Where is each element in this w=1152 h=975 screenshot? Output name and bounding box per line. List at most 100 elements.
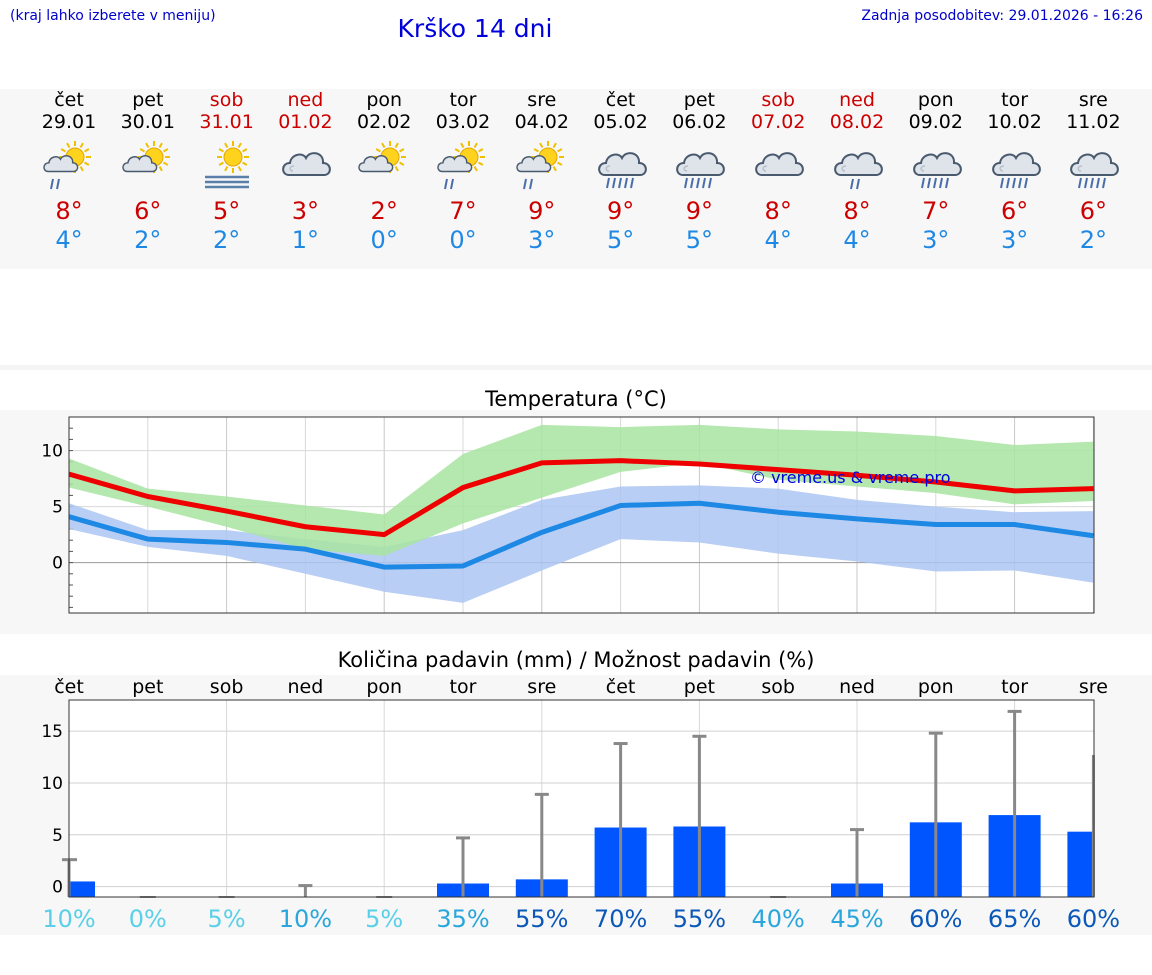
plot-frame	[68, 416, 1095, 614]
day-name: pet	[683, 89, 715, 111]
max-temperature: 9°	[528, 197, 556, 225]
watermark: © vreme.us & vreme.pro	[750, 468, 951, 487]
cloud-rain-icon	[593, 139, 649, 195]
y-tick-label: 0	[52, 878, 63, 898]
temperature-chart: 0 5 10 © vreme.us & vreme.pro	[41, 416, 1095, 614]
min-temperature: 2°	[212, 226, 241, 254]
min-temperature: 4°	[764, 226, 792, 254]
max-temperature: 6°	[1079, 197, 1108, 225]
location-hint[interactable]: (kraj lahko izberete v meniju)	[10, 8, 216, 24]
day-name: pon	[917, 89, 954, 111]
x-category-label: sob	[210, 676, 244, 698]
max-temperature: 8°	[55, 197, 83, 225]
max-range-band	[69, 424, 1094, 556]
day-name: tor	[449, 89, 477, 111]
max-temperature: 8°	[764, 197, 792, 225]
day-name: sre	[1078, 89, 1108, 111]
day-date: 08.02	[829, 111, 885, 133]
cloud-rain-icon	[908, 139, 964, 195]
day-date: 29.01	[41, 111, 97, 133]
min-range-band	[69, 485, 1094, 603]
temperature-chart-title: Temperatura (°C)	[485, 387, 667, 411]
x-category-label: pet	[132, 676, 163, 698]
max-temperature: 6°	[134, 197, 162, 225]
day-name: sob	[761, 89, 795, 111]
max-temperature: 2°	[370, 197, 398, 225]
cloud-rain-icon	[987, 139, 1043, 195]
day-name: čet	[54, 89, 84, 111]
max-temperature: 8°	[843, 197, 871, 225]
sun-cloud-drizzle-icon	[435, 139, 491, 195]
min-temperature: 5°	[685, 226, 714, 254]
precipitation-probability: 45%	[830, 905, 883, 933]
x-category-label: pon	[366, 676, 402, 698]
day-date: 09.02	[908, 111, 963, 133]
x-category-label: pon	[918, 676, 954, 698]
precipitation-probability: 5%	[365, 905, 403, 933]
precipitation-probability: 40%	[752, 905, 805, 933]
x-category-label: tor	[450, 676, 477, 698]
min-temperature: 2°	[134, 226, 162, 254]
max-temperature: 5°	[212, 197, 241, 225]
sun-cloud-icon	[356, 139, 412, 195]
day-date: 01.02	[278, 111, 333, 133]
x-category-label: sob	[761, 676, 795, 698]
x-category-label: sre	[527, 676, 556, 698]
precipitation-probability: 55%	[515, 905, 568, 933]
min-temperature: 5°	[606, 226, 635, 254]
day-name: ned	[287, 89, 324, 111]
sun-cloud-drizzle-icon	[41, 139, 97, 195]
day-name: čet	[605, 89, 636, 111]
page-title: Krško 14 dni	[397, 14, 553, 43]
precipitation-probability: 55%	[673, 905, 726, 933]
min-temperature-line	[68, 500, 1094, 570]
min-temperature: 0°	[370, 226, 398, 254]
y-tick-label: 5	[52, 498, 63, 518]
max-temperature: 7°	[449, 197, 477, 225]
temperature-panel: 0 5 10 © vreme.us & vreme.pro	[0, 410, 1152, 634]
cloud-drizzle-icon	[829, 139, 885, 195]
sun-cloud-icon	[120, 139, 176, 195]
day-date: 04.02	[514, 111, 569, 133]
max-temperature: 9°	[685, 197, 714, 225]
day-date: 11.02	[1066, 111, 1121, 133]
min-temperature: 4°	[55, 226, 83, 254]
y-tick-label: 5	[52, 826, 63, 846]
max-temperature: 9°	[606, 197, 635, 225]
x-category-label: pet	[684, 676, 715, 698]
day-name: tor	[1001, 89, 1029, 111]
day-date: 30.01	[120, 111, 175, 133]
y-tick-label: 10	[41, 774, 63, 794]
daily-forecast-strip: čet 29.01 8° 4° pet 30.01 6° 2° sob 31.01 5° 2° ned 0…	[0, 89, 1152, 269]
max-temperature: 7°	[922, 197, 950, 225]
sun-cloud-drizzle-icon	[514, 139, 570, 195]
x-category-label: sre	[1079, 676, 1108, 698]
precipitation-probability: 10%	[42, 905, 95, 933]
precipitation-probability: 10%	[279, 905, 332, 933]
x-category-label: čet	[54, 676, 84, 698]
day-name: ned	[839, 89, 875, 111]
sun-fog-icon	[199, 139, 255, 195]
min-temperature: 4°	[843, 226, 871, 254]
max-temperature: 3°	[291, 197, 320, 225]
day-date: 02.02	[356, 111, 412, 133]
precipitation-probability: 0%	[129, 905, 167, 933]
day-date: 07.02	[750, 111, 806, 133]
x-category-label: tor	[1001, 676, 1028, 698]
precipitation-probability: 70%	[594, 905, 647, 933]
x-category-label: ned	[288, 676, 324, 698]
cloud-icon	[750, 139, 806, 195]
last-updated: Zadnja posodobitev: 29.01.2026 - 16:26	[861, 8, 1143, 24]
y-tick-label: 0	[52, 554, 63, 574]
max-temperature: 6°	[1000, 197, 1029, 225]
day-name: pet	[132, 89, 164, 111]
day-date: 05.02	[593, 111, 648, 133]
min-temperature: 0°	[449, 226, 477, 254]
max-temperature-line	[68, 458, 1094, 538]
min-temperature: 3°	[528, 226, 556, 254]
min-temperature: 3°	[922, 226, 950, 254]
day-name: sre	[527, 89, 557, 111]
x-category-label: čet	[606, 676, 636, 698]
y-tick-label: 10	[41, 442, 63, 462]
precipitation-probability: 35%	[436, 905, 489, 933]
